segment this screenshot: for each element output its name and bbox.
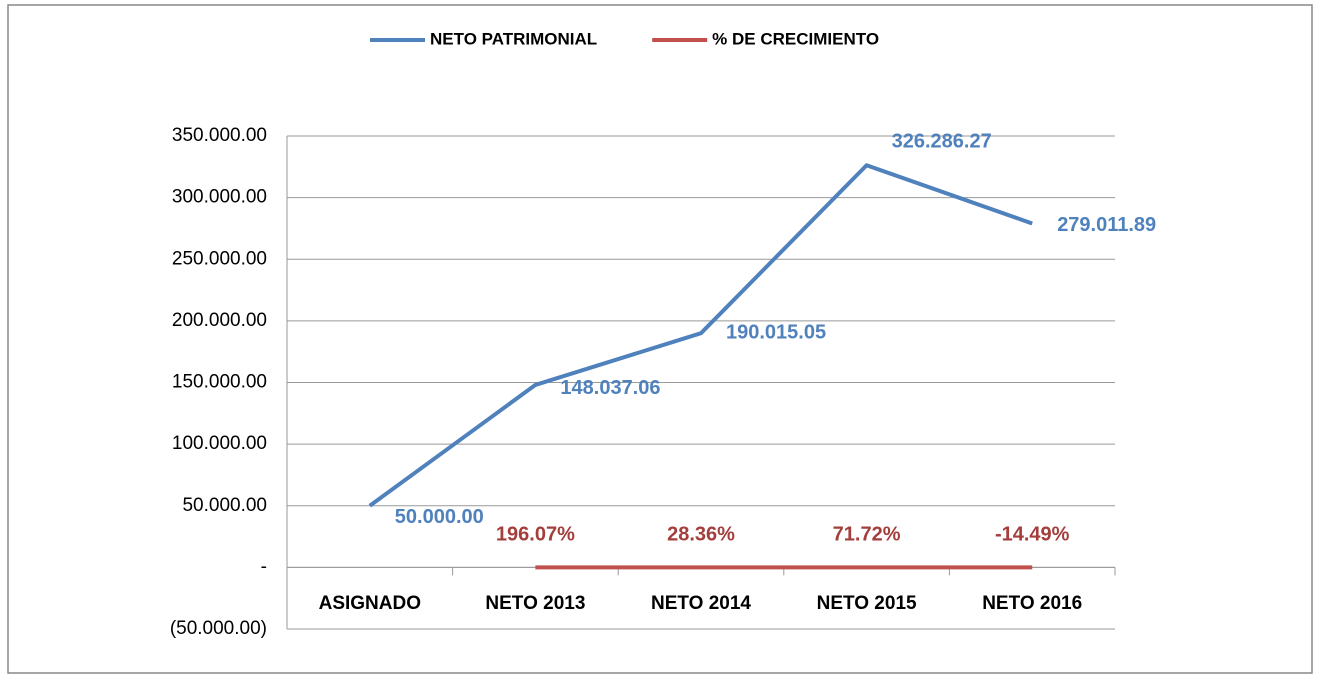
- data-label: -14.49%: [995, 523, 1070, 545]
- data-label: 28.36%: [667, 523, 735, 545]
- y-tick-label: (50.000.00): [170, 618, 267, 639]
- y-tick-label: 350.000.00: [172, 125, 267, 146]
- y-tick-label: 200.000.00: [172, 310, 267, 331]
- y-tick-label: 50.000.00: [182, 495, 267, 516]
- y-tick-label: 100.000.00: [172, 433, 267, 454]
- y-tick-label: -: [261, 556, 267, 577]
- x-tick-label: NETO 2015: [817, 593, 917, 614]
- series-line: [368, 163, 1033, 508]
- x-tick-label: ASIGNADO: [319, 593, 421, 614]
- data-label: 326.286.27: [892, 131, 992, 153]
- data-label: 148.037.06: [560, 377, 660, 399]
- x-tick-label: NETO 2016: [982, 593, 1082, 614]
- data-label: 50.000.00: [395, 506, 484, 528]
- y-tick-label: 300.000.00: [172, 187, 267, 208]
- data-label: 196.07%: [496, 523, 575, 545]
- y-tick-label: 150.000.00: [172, 372, 267, 393]
- legend-label: % DE CRECIMIENTO: [712, 29, 879, 48]
- x-tick-label: NETO 2013: [485, 593, 585, 614]
- data-label: 279.011.89: [1057, 214, 1156, 236]
- data-label: 190.015.05: [726, 321, 826, 343]
- y-tick-label: 250.000.00: [172, 248, 267, 269]
- data-label: 71.72%: [833, 523, 901, 545]
- legend-label: NETO PATRIMONIAL: [430, 29, 597, 48]
- x-tick-label: NETO 2014: [651, 593, 751, 614]
- chart-border: [7, 4, 1313, 674]
